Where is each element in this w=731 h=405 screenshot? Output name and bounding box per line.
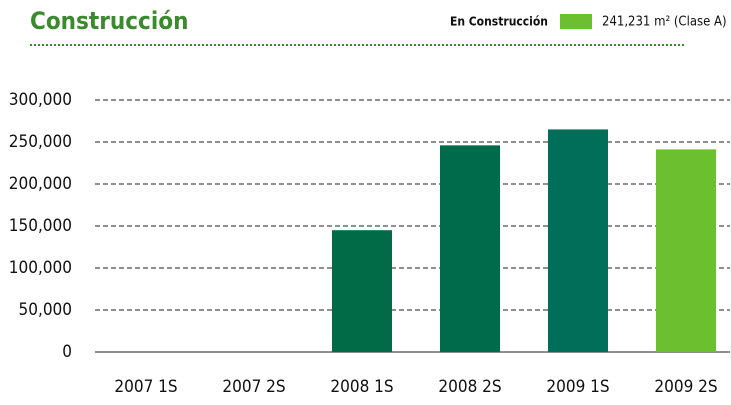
x-tick-label: 2008 2S <box>438 377 501 397</box>
y-tick-label: 300,000 <box>9 90 72 110</box>
legend-title: En Construcción <box>450 15 548 29</box>
bar <box>656 149 716 352</box>
legend-swatch <box>560 14 592 29</box>
y-tick-label: 150,000 <box>9 216 72 236</box>
y-tick-label: 100,000 <box>9 258 72 278</box>
bar <box>332 230 392 352</box>
x-tick-label: 2008 1S <box>330 377 393 397</box>
x-tick-label: 2009 2S <box>654 377 717 397</box>
y-tick-label: 200,000 <box>9 174 72 194</box>
chart-title: Construcción <box>30 7 188 35</box>
x-tick-label: 2007 2S <box>222 377 285 397</box>
y-tick-label: 250,000 <box>9 132 72 152</box>
bar <box>440 145 500 352</box>
x-tick-label: 2007 1S <box>114 377 177 397</box>
x-tick-label: 2009 1S <box>546 377 609 397</box>
bar <box>548 129 608 352</box>
legend-label: 241,231 m² (Clase A) <box>602 15 727 30</box>
y-tick-label: 50,000 <box>19 300 73 320</box>
y-tick-label: 0 <box>62 342 72 362</box>
